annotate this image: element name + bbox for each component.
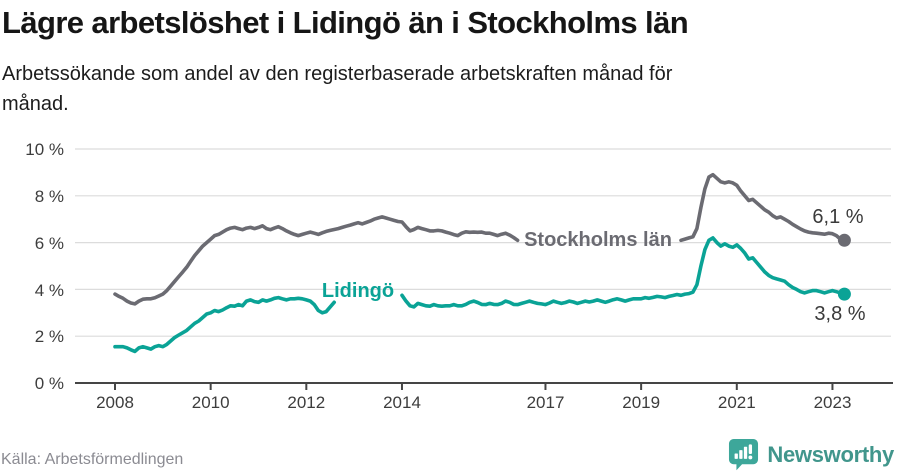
series-line-liding- <box>400 236 847 309</box>
end-dot-liding- <box>837 287 851 301</box>
end-value-label-stockholms-lan: 6,1 % <box>812 206 864 228</box>
series-line-liding- <box>113 295 337 354</box>
subtitle-line-1: Arbetssökande som andel av den registerb… <box>2 63 673 85</box>
y-tick-label: 0 % <box>34 374 64 393</box>
y-tick-label: 4 % <box>34 281 64 300</box>
source-text: Källa: Arbetsförmedlingen <box>1 451 184 468</box>
end-dot-stockholms-l-n <box>837 233 851 247</box>
y-tick-label: 2 % <box>34 327 64 346</box>
series-label-stockholms-lan: Stockholms län <box>524 229 672 251</box>
y-tick-label: 8 % <box>34 187 64 206</box>
newsworthy-brand: Newsworthy <box>728 438 894 471</box>
y-tick-label: 6 % <box>34 234 64 253</box>
chart-subtitle: Arbetssökande som andel av den registerb… <box>2 59 842 119</box>
x-tick-label: 2010 <box>191 393 230 412</box>
series-line-stockholms-l-n <box>679 172 847 243</box>
x-tick-label: 2021 <box>717 393 756 412</box>
newsworthy-logo-icon <box>729 439 759 471</box>
x-tick-label: 2012 <box>287 393 326 412</box>
x-tick-label: 2019 <box>622 393 661 412</box>
x-tick-label: 2017 <box>526 393 565 412</box>
x-tick-label: 2014 <box>383 393 421 412</box>
y-tick-label: 10 % <box>25 140 64 159</box>
brand-name: Newsworthy <box>767 441 894 467</box>
x-tick-label: 2023 <box>813 393 852 412</box>
end-value-label-lidingo: 3,8 % <box>814 303 866 325</box>
page-title: Lägre arbetslöshet i Lidingö än i Stockh… <box>2 5 689 40</box>
subtitle-line-2: månad. <box>2 93 69 115</box>
x-tick-label: 2008 <box>96 393 134 412</box>
series-line-stockholms-l-n <box>113 215 520 306</box>
series-label-lidingo: Lidingö <box>321 280 395 302</box>
